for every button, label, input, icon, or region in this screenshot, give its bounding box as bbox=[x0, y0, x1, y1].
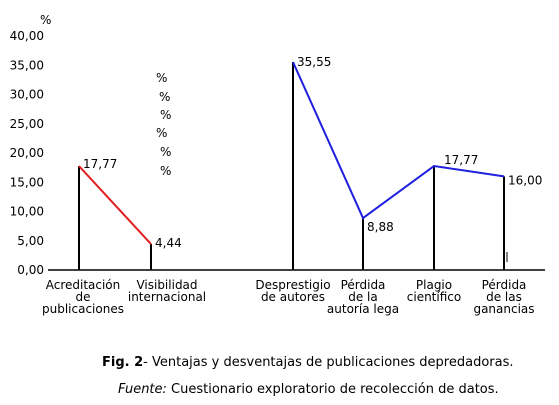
x-tick-label: Plagio bbox=[416, 278, 452, 292]
percent-mark: % bbox=[156, 71, 167, 85]
y-tick-label: 35,00 bbox=[10, 58, 44, 72]
source-note: Fuente: Cuestionario exploratorio de rec… bbox=[118, 382, 499, 397]
percent-mark: % bbox=[160, 145, 171, 159]
series-line bbox=[78, 165, 152, 245]
x-tick-label: Pérdida bbox=[341, 278, 386, 292]
x-tick-label: Desprestigio bbox=[255, 278, 330, 292]
data-labels: 17,77 4,44 35,55 8,88 17,77 16,00 bbox=[83, 55, 542, 250]
data-label: 17,77 bbox=[83, 157, 117, 171]
figure-number: Fig. 2 bbox=[102, 355, 144, 370]
x-tick-label: de bbox=[76, 290, 91, 304]
x-tick-label: internacional bbox=[128, 290, 206, 304]
data-label: 17,77 bbox=[444, 153, 478, 167]
source-label: Fuente: bbox=[118, 382, 167, 397]
y-tick-label: 30,00 bbox=[10, 88, 44, 102]
x-tick-label: científico bbox=[407, 290, 461, 304]
figure-title: - Ventajas y desventajas de publicacione… bbox=[143, 355, 514, 370]
x-tick-label: Pérdida bbox=[482, 278, 527, 292]
y-tick-label: 40,00 bbox=[10, 29, 44, 43]
figure-caption: Fig. 2- Ventajas y desventajas de public… bbox=[102, 355, 514, 370]
y-axis-ticks: 0,00 5,00 10,00 15,00 20,00 25,00 30,00 35,00 40… bbox=[10, 29, 44, 277]
series-lines bbox=[78, 61, 505, 245]
x-tick-label: de autores bbox=[261, 290, 325, 304]
x-tick-label: publicaciones bbox=[42, 302, 124, 316]
vertical-stems bbox=[78, 62, 505, 270]
y-tick-label: 20,00 bbox=[10, 146, 44, 160]
x-tick-label: de la bbox=[348, 290, 378, 304]
percent-mark: % bbox=[160, 164, 171, 178]
x-tick-label: autoría lega bbox=[327, 302, 399, 316]
percent-mark: % bbox=[159, 90, 170, 104]
percent-mark: % bbox=[156, 126, 167, 140]
data-label: 35,55 bbox=[297, 55, 331, 69]
stray-percent-marks: %%%%%% bbox=[156, 71, 171, 178]
x-tick-label: Acreditación bbox=[46, 278, 121, 292]
y-tick-label: 0,00 bbox=[17, 263, 44, 277]
series-line bbox=[292, 61, 505, 220]
x-tick-label: ganancias bbox=[473, 302, 534, 316]
data-label: 8,88 bbox=[367, 220, 394, 234]
data-label: 4,44 bbox=[155, 236, 182, 250]
percent-mark: % bbox=[160, 108, 171, 122]
source-text: Cuestionario exploratorio de recolección… bbox=[166, 382, 499, 397]
y-tick-label: 5,00 bbox=[17, 234, 44, 248]
y-tick-label: 10,00 bbox=[10, 205, 44, 219]
line-chart: % 0,00 5,00 10,00 15,00 20,00 25,00 30,00 35,00… bbox=[10, 13, 545, 316]
y-axis-unit-label: % bbox=[40, 13, 51, 27]
y-tick-label: 15,00 bbox=[10, 175, 44, 189]
x-tick-label: de las bbox=[486, 290, 522, 304]
x-tick-label: Visibilidad bbox=[136, 278, 197, 292]
data-label: 16,00 bbox=[508, 173, 542, 187]
y-tick-label: 25,00 bbox=[10, 117, 44, 131]
